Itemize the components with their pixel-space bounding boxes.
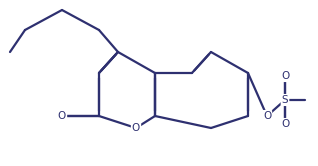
Text: S: S [282,95,288,105]
Text: O: O [58,111,66,121]
Text: O: O [132,123,140,133]
Text: O: O [263,111,271,121]
Text: O: O [281,71,289,81]
Text: O: O [281,119,289,129]
